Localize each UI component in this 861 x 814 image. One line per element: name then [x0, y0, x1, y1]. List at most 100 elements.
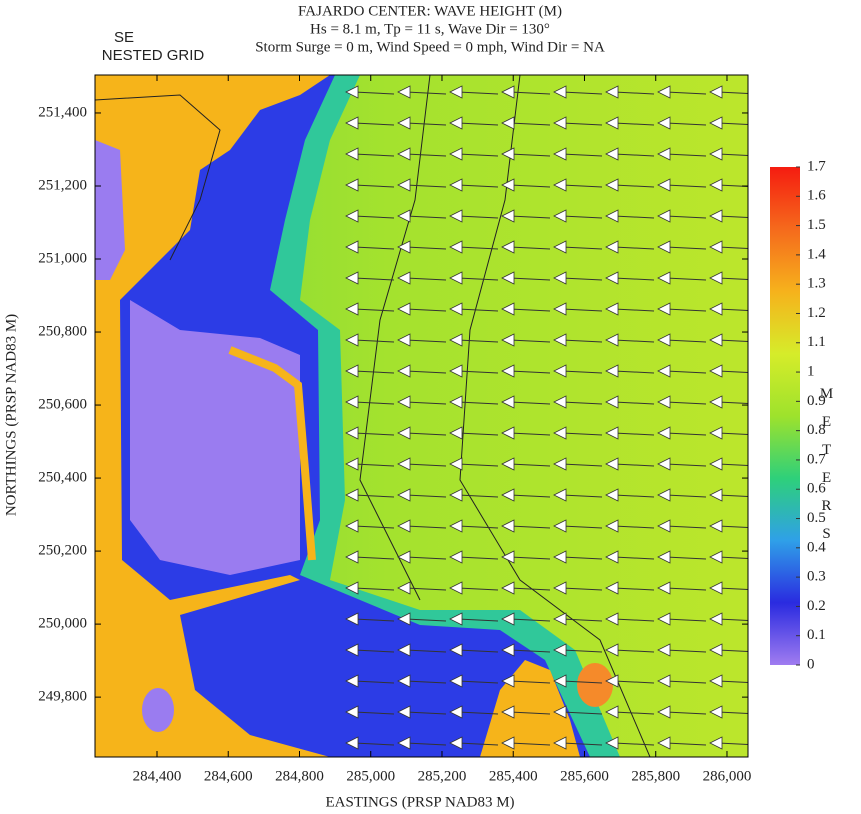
wave-arrow-head: [553, 550, 567, 564]
wave-arrow: [457, 711, 499, 715]
wave-arrow-head: [709, 581, 723, 595]
wave-arrow-head: [709, 736, 723, 750]
wave-arrow-head: [709, 426, 723, 440]
wave-arrow: [353, 339, 395, 343]
wave-arrow: [353, 463, 395, 467]
wave-arrow: [561, 649, 603, 653]
wave-arrow-head: [553, 395, 567, 409]
wave-arrow: [509, 463, 551, 467]
wave-arrow: [457, 370, 499, 374]
wave-arrow: [509, 649, 551, 653]
grid-label: SE: [114, 29, 134, 46]
wave-arrow: [509, 246, 551, 250]
wave-arrow-head: [605, 364, 619, 378]
wave-arrows: [345, 85, 748, 750]
wave-arrow-head: [449, 519, 463, 533]
wave-arrow-head: [501, 488, 515, 502]
plot-frame: [94, 74, 749, 758]
wave-arrow: [509, 215, 551, 219]
wave-arrow: [717, 339, 748, 343]
wave-arrow: [717, 184, 748, 188]
wave-arrow-head: [449, 426, 463, 440]
wave-arrow-head: [501, 736, 515, 750]
wave-arrow: [457, 556, 499, 560]
wave-arrow-head: [345, 581, 359, 595]
wave-arrow: [613, 463, 655, 467]
wave-arrow: [457, 649, 499, 653]
wave-arrow: [353, 711, 395, 715]
wave-arrow-head: [501, 209, 515, 223]
wave-arrow-head: [501, 550, 515, 564]
wave-arrow: [717, 432, 748, 436]
wave-arrow: [457, 587, 499, 591]
wave-arrow: [561, 494, 603, 498]
wave-arrow: [717, 680, 748, 684]
wave-arrow: [561, 91, 603, 95]
land-west-lagoon: [95, 140, 125, 280]
wave-arrow: [717, 618, 748, 622]
wave-arrow-head: [605, 395, 619, 409]
wave-arrow: [717, 494, 748, 498]
wave-arrow: [509, 432, 551, 436]
wave-arrow: [717, 308, 748, 312]
wave-arrow: [353, 370, 395, 374]
wave-arrow-head: [501, 364, 515, 378]
wave-arrow-head: [501, 674, 515, 688]
wave-arrow: [405, 308, 447, 312]
wave-arrow-head: [397, 674, 411, 688]
wave-arrow-head: [709, 488, 723, 502]
wave-arrow-head: [345, 302, 359, 316]
wave-arrow-head: [709, 643, 723, 657]
wave-arrow: [353, 91, 395, 95]
wave-arrow-head: [449, 612, 463, 626]
colorbar-tick-label: 0.8: [807, 422, 826, 438]
wave-arrow-head: [657, 364, 671, 378]
wave-arrow-head: [397, 333, 411, 347]
wave-arrow-head: [657, 240, 671, 254]
wave-arrow: [509, 91, 551, 95]
wave-arrow: [561, 184, 603, 188]
wave-arrow: [405, 339, 447, 343]
wave-arrow: [457, 246, 499, 250]
wave-arrow-head: [553, 271, 567, 285]
wave-arrow-head: [605, 488, 619, 502]
wave-arrow: [353, 618, 395, 622]
wave-arrow-head: [605, 581, 619, 595]
wave-arrow-head: [657, 519, 671, 533]
wave-arrow-head: [345, 612, 359, 626]
wave-arrow: [717, 91, 748, 95]
wave-arrow: [457, 680, 499, 684]
wave-arrow: [665, 184, 707, 188]
wave-arrow-head: [397, 581, 411, 595]
wave-arrow-head: [449, 395, 463, 409]
colorbar-tick-label: 0.2: [807, 598, 826, 614]
wave-arrow-head: [501, 457, 515, 471]
wave-arrow-head: [397, 147, 411, 161]
wave-arrow-head: [709, 116, 723, 130]
wave-arrow: [717, 153, 748, 157]
wave-arrow: [405, 277, 447, 281]
x-tick-label: 285,800: [631, 768, 680, 784]
wave-arrow-head: [345, 736, 359, 750]
wave-arrow: [717, 370, 748, 374]
wave-arrow-head: [709, 519, 723, 533]
wave-arrow: [353, 308, 395, 312]
wave-arrow: [665, 432, 707, 436]
wave-arrow: [353, 153, 395, 157]
wave-arrow: [561, 277, 603, 281]
wave-arrow-head: [657, 395, 671, 409]
wave-arrow: [405, 184, 447, 188]
wave-arrow-head: [553, 674, 567, 688]
wave-arrow: [457, 277, 499, 281]
x-tick-label: 286,000: [703, 768, 752, 784]
wave-arrow-head: [657, 178, 671, 192]
wave-arrow-head: [553, 736, 567, 750]
wave-arrow: [405, 246, 447, 250]
wave-arrow-head: [345, 550, 359, 564]
wave-arrow-head: [553, 209, 567, 223]
wave-arrow: [561, 618, 603, 622]
wave-arrow-head: [605, 550, 619, 564]
wave-arrow-head: [553, 147, 567, 161]
y-tick-label: 251,400: [38, 104, 87, 120]
